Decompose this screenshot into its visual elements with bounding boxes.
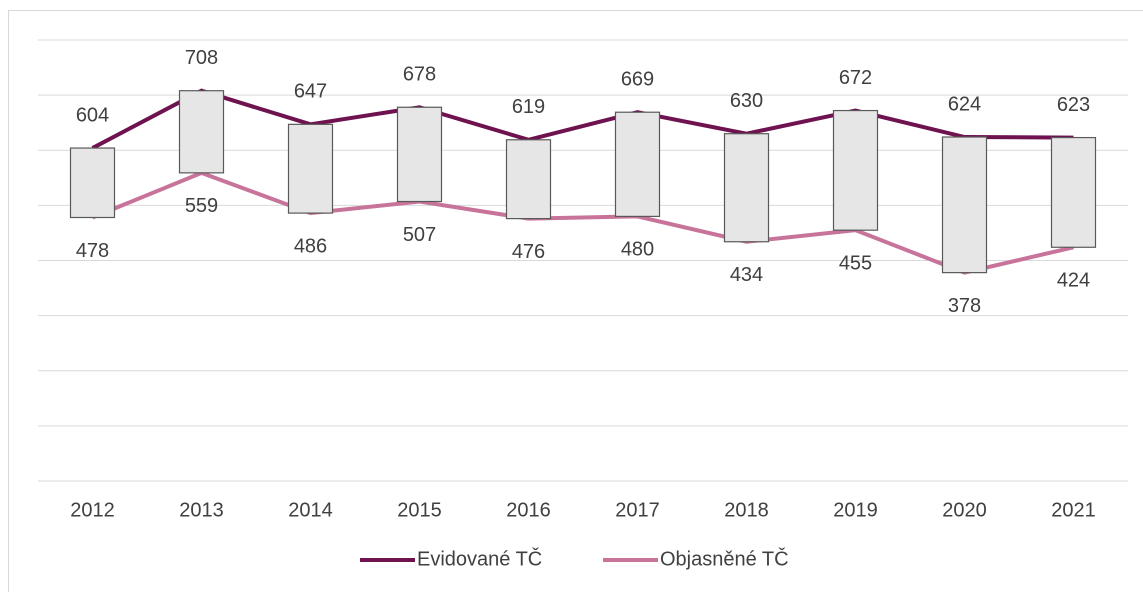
up-down-bar (505, 139, 552, 220)
up-down-bar (832, 109, 879, 231)
up-down-bar (941, 136, 988, 274)
up-down-bar (723, 133, 770, 243)
data-label: 476 (512, 241, 545, 263)
data-label: 486 (294, 235, 327, 257)
up-down-bar (287, 123, 334, 214)
x-tick-label: 2020 (942, 499, 987, 521)
x-tick-label: 2013 (179, 499, 224, 521)
up-down-bar (178, 90, 225, 174)
data-label: 669 (621, 68, 654, 90)
legend-label: Evidované TČ (417, 547, 542, 570)
data-label: 559 (185, 195, 218, 217)
data-label: 378 (948, 295, 981, 317)
x-tick-label: 2015 (397, 499, 442, 521)
data-label: 604 (76, 104, 109, 126)
x-tick-label: 2019 (833, 499, 878, 521)
x-tick-label: 2016 (506, 499, 551, 521)
x-tick-label: 2018 (724, 499, 769, 521)
data-label: 672 (839, 67, 872, 89)
data-label: 623 (1057, 94, 1090, 116)
data-label: 478 (76, 240, 109, 262)
chart-border (8, 10, 1143, 592)
data-label: 455 (839, 252, 872, 274)
series-line (91, 170, 1074, 275)
up-down-bar (396, 106, 443, 203)
data-label: 619 (512, 96, 545, 118)
up-down-bar (69, 147, 116, 219)
data-label: 424 (1057, 270, 1090, 292)
data-label: 647 (294, 81, 327, 103)
data-label: 507 (403, 224, 436, 246)
series-line (91, 88, 1074, 150)
data-label: 480 (621, 239, 654, 261)
data-label: 434 (730, 264, 763, 286)
x-tick-label: 2017 (615, 499, 660, 521)
up-down-bar (614, 111, 661, 218)
data-label: 630 (730, 90, 763, 112)
data-label: 624 (948, 93, 981, 115)
up-down-bar (1050, 136, 1097, 248)
data-label: 708 (185, 47, 218, 69)
legend-label: Objasněné TČ (660, 547, 789, 570)
x-tick-label: 2012 (70, 499, 115, 521)
x-tick-label: 2014 (288, 499, 333, 521)
x-tick-label: 2021 (1051, 499, 1096, 521)
data-label: 678 (403, 64, 436, 86)
